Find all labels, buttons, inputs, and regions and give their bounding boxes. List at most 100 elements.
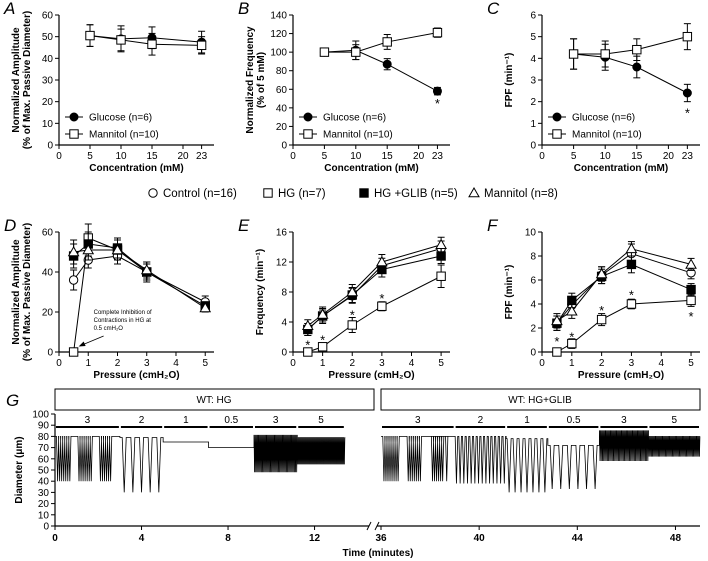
data-point bbox=[303, 347, 313, 357]
x-tick-label: 0 bbox=[56, 151, 62, 162]
legend-marker bbox=[263, 188, 273, 198]
y-axis-label-2: (% of 5 mM) bbox=[256, 52, 267, 108]
pressure-label: 2 bbox=[139, 415, 145, 426]
x-tick-label: 2 bbox=[349, 358, 355, 369]
data-point bbox=[376, 255, 388, 267]
y-tick-label: 5 bbox=[530, 32, 536, 43]
header-box-hg bbox=[54, 388, 375, 411]
y-tick-label: 100 bbox=[270, 48, 287, 59]
series-triangle-open bbox=[301, 236, 447, 333]
legend: Glucose (n=6) Mannitol (n=10) bbox=[65, 112, 159, 141]
data-point bbox=[686, 284, 696, 295]
x-tick-label: 3 bbox=[379, 358, 385, 369]
y-tick-label: 50 bbox=[38, 466, 50, 477]
y-tick-label: 1 bbox=[530, 119, 536, 130]
y-tick-label: 70 bbox=[38, 443, 50, 454]
y-tick-label: 20 bbox=[38, 499, 50, 510]
legend-marker bbox=[552, 129, 562, 139]
y-tick-label: 90 bbox=[38, 421, 50, 432]
diameter-trace bbox=[55, 434, 346, 493]
x-tick-label: 44 bbox=[572, 533, 584, 544]
series-circle-open bbox=[68, 247, 210, 309]
trace: 3 2 1 0.5 3 5 bbox=[381, 415, 701, 493]
y-tick-label: 30 bbox=[38, 488, 50, 499]
x-axis-label: Time (minutes) bbox=[343, 548, 414, 559]
significance-star: * bbox=[379, 291, 384, 306]
data-point bbox=[567, 295, 577, 306]
panel-label: C bbox=[487, 0, 500, 18]
x-tick-label: 4 bbox=[139, 533, 145, 544]
data-point bbox=[67, 245, 80, 257]
legend-marker bbox=[468, 186, 480, 198]
series-line bbox=[307, 275, 442, 353]
x-tick-label: 4 bbox=[409, 358, 415, 369]
x-tick-label: 23 bbox=[682, 151, 694, 162]
data-point bbox=[199, 301, 212, 313]
data-point bbox=[347, 320, 357, 330]
pressure-label: 1 bbox=[524, 415, 530, 426]
legend: Glucose (n=6) Mannitol (n=10) bbox=[548, 112, 642, 141]
y-tick-label: 60 bbox=[42, 228, 54, 239]
data-point bbox=[317, 342, 328, 352]
data-point bbox=[147, 39, 157, 49]
x-tick-label: 1 bbox=[85, 358, 91, 369]
y-axis-label: FPF (min⁻¹) bbox=[504, 53, 515, 108]
y-axis-label-2: (% of Max. Passive Diameter) bbox=[22, 11, 33, 149]
y-tick-label: 120 bbox=[270, 29, 287, 40]
series-line bbox=[573, 36, 688, 55]
data-point bbox=[351, 47, 361, 57]
pressure-label: 5 bbox=[671, 415, 677, 426]
annotation-arrowhead bbox=[78, 341, 86, 347]
y-tick-label: 20 bbox=[42, 308, 54, 319]
y-tick-label: 0 bbox=[530, 141, 536, 152]
panel-g: G WT: HG WT: HG+GLIB0102030405060708090100… bbox=[6, 388, 701, 559]
x-tick-label: 10 bbox=[115, 151, 127, 162]
x-tick-label: 0 bbox=[290, 358, 296, 369]
data-point bbox=[382, 59, 392, 69]
y-tick-label: 3 bbox=[530, 76, 536, 87]
y-tick-label: 60 bbox=[38, 454, 50, 465]
series-circle-open bbox=[303, 240, 446, 336]
significance-star: * bbox=[305, 338, 310, 353]
data-point bbox=[85, 30, 95, 41]
trace: 3 2 1 0.5 3 5 bbox=[55, 415, 346, 493]
panel-label: G bbox=[6, 391, 19, 410]
legend-label: Mannitol (n=8) bbox=[484, 188, 558, 200]
y-axis-label: Normalized Amplitude bbox=[11, 239, 22, 345]
panel-a: 0 10 20 30 40 50 60 0 5 10 15 20 23 Concentration (mM… bbox=[3, 0, 214, 174]
significance-star: * bbox=[599, 303, 604, 318]
significance-star: * bbox=[350, 308, 355, 323]
series-line bbox=[324, 32, 438, 53]
y-tick-label: 6 bbox=[530, 11, 536, 22]
series-square-open bbox=[319, 27, 443, 61]
y-tick-label: 0 bbox=[47, 348, 53, 359]
x-tick-label: 5 bbox=[322, 151, 328, 162]
y-tick-label: 60 bbox=[42, 11, 54, 22]
data-point bbox=[552, 347, 562, 357]
series-line bbox=[556, 253, 692, 324]
series-line bbox=[89, 35, 202, 46]
x-tick-label: 0 bbox=[52, 533, 58, 544]
y-tick-label: 20 bbox=[276, 122, 288, 133]
y-tick-label: 4 bbox=[530, 300, 536, 311]
y-tick-label: 40 bbox=[38, 477, 50, 488]
x-tick-label: 5 bbox=[438, 358, 444, 369]
panel-label: B bbox=[238, 0, 249, 18]
y-axis-label: Normalized Amplitude bbox=[11, 27, 22, 133]
data-point bbox=[377, 301, 387, 311]
series-line bbox=[89, 35, 202, 43]
data-point bbox=[435, 238, 447, 250]
series-line bbox=[556, 299, 692, 353]
header-label: WT: HG+GLIB bbox=[508, 395, 572, 406]
y-axis-label: Frequency (min⁻¹) bbox=[255, 249, 266, 335]
header-box-glib bbox=[380, 388, 701, 411]
x-tick-label: 8 bbox=[225, 533, 231, 544]
legend-label: Glucose (n=6) bbox=[572, 113, 635, 124]
data-point bbox=[600, 49, 610, 59]
data-point bbox=[432, 27, 443, 38]
x-tick-label: 0 bbox=[290, 151, 296, 162]
data-point bbox=[686, 295, 696, 306]
series-circle-open bbox=[552, 243, 696, 331]
significance-star: * bbox=[320, 332, 325, 347]
legend-marker bbox=[359, 188, 369, 198]
